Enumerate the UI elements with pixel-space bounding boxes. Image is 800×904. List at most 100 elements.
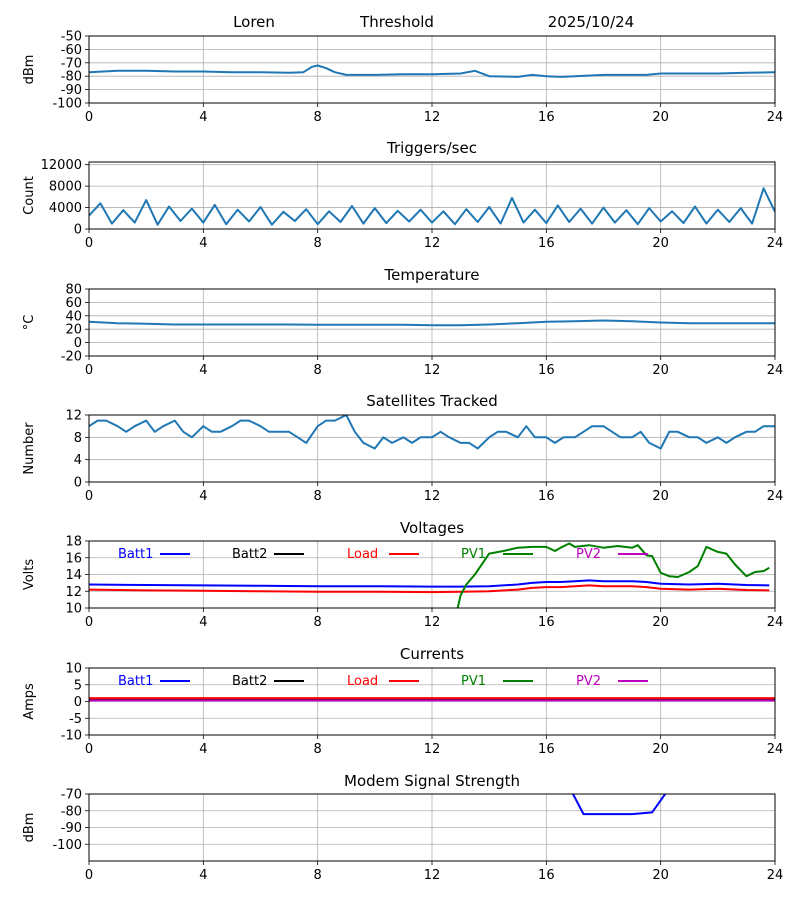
axes-frame	[88, 35, 776, 104]
chart-panel-3: 0 4 8 12 16 20 24 0 4 8 12 Satellites Tracked Number	[22, 392, 783, 504]
x-tick-label: 20	[652, 742, 669, 757]
x-tick-label: 12	[424, 615, 441, 630]
y-tick-label: -60	[61, 43, 82, 58]
x-tick-label: 12	[424, 868, 441, 883]
x-tick-label: 0	[85, 868, 93, 883]
y-tick-label: -100	[52, 838, 82, 853]
x-tick-label: 16	[538, 489, 555, 504]
series-line-triggers	[89, 187, 775, 226]
y-tick-label: 40	[65, 309, 82, 324]
y-tick-label: 14	[65, 568, 82, 583]
y-tick-label: 10	[65, 602, 82, 617]
x-tick-label: 24	[767, 363, 784, 378]
axes-frame	[88, 667, 776, 736]
y-tick-label: -20	[61, 350, 82, 365]
legend-label: PV2	[576, 547, 601, 562]
x-tick-label: 0	[85, 236, 93, 251]
chart-title: Triggers/sec	[386, 139, 477, 157]
y-tick-label: -10	[61, 729, 82, 744]
axes-frame	[88, 540, 776, 609]
y-tick-label: 16	[65, 551, 82, 566]
y-tick-label: 10	[65, 662, 82, 677]
y-tick-label: -90	[61, 821, 82, 836]
chart-title: Temperature	[383, 266, 479, 284]
x-tick-label: 20	[652, 489, 669, 504]
chart-title: Modem Signal Strength	[344, 772, 520, 790]
x-tick-label: 24	[767, 110, 784, 125]
y-tick-label: -70	[61, 56, 82, 71]
header-mode: Threshold	[359, 13, 434, 31]
series-line-modem	[571, 794, 667, 816]
axes-frame	[88, 793, 776, 862]
x-tick-label: 12	[424, 363, 441, 378]
series-line-satellites	[89, 415, 775, 450]
legend-label: Batt1	[118, 674, 153, 689]
x-tick-label: 0	[85, 615, 93, 630]
x-tick-label: 4	[199, 615, 207, 630]
x-tick-label: 8	[314, 110, 322, 125]
x-tick-label: 8	[314, 742, 322, 757]
x-tick-label: 4	[199, 363, 207, 378]
y-tick-label: 20	[65, 323, 82, 338]
x-tick-label: 24	[767, 742, 784, 757]
y-tick-label: 80	[65, 283, 82, 298]
series-line-batt1	[89, 579, 770, 588]
series-line-temperature	[89, 319, 775, 327]
x-tick-label: 0	[85, 489, 93, 504]
y-axis-label: Count	[22, 176, 37, 215]
x-tick-label: 0	[85, 742, 93, 757]
chart-title: Satellites Tracked	[366, 392, 497, 410]
x-tick-label: 24	[767, 868, 784, 883]
axes-frame	[88, 414, 776, 483]
y-axis-label: dBm	[22, 55, 37, 85]
y-tick-label: 12000	[41, 158, 82, 173]
series-line-pv1	[456, 542, 770, 608]
x-tick-label: 12	[424, 489, 441, 504]
x-tick-label: 16	[538, 742, 555, 757]
chart-panel-6: 0 4 8 12 16 20 24 -100 -90 -80-70 Modem Signal Str…	[22, 772, 783, 883]
legend-label: PV2	[576, 674, 601, 689]
y-tick-label: 0	[74, 476, 82, 491]
y-axis-label: dBm	[22, 813, 37, 843]
y-tick-label: 8	[74, 431, 82, 446]
y-tick-label: 0	[74, 695, 82, 710]
y-tick-label: 0	[74, 336, 82, 351]
x-tick-label: 24	[767, 615, 784, 630]
x-tick-label: 12	[424, 742, 441, 757]
legend-label: Batt2	[232, 674, 267, 689]
series-line-threshold	[89, 64, 775, 78]
x-tick-label: 12	[424, 110, 441, 125]
y-tick-label: -90	[61, 83, 82, 98]
header-date: 2025/10/24	[548, 13, 634, 31]
y-tick-label: -50	[61, 30, 82, 45]
x-tick-label: 20	[652, 110, 669, 125]
x-tick-label: 16	[538, 615, 555, 630]
legend-label: Batt2	[232, 547, 267, 562]
y-axis-label: Volts	[22, 559, 37, 591]
x-tick-label: 8	[314, 615, 322, 630]
legend-label: Load	[347, 674, 378, 689]
x-tick-label: 0	[85, 110, 93, 125]
axes-frame	[88, 288, 776, 357]
y-tick-label: 5	[74, 678, 82, 693]
series-line-load	[89, 584, 770, 594]
x-tick-label: 0	[85, 363, 93, 378]
legend-label: Load	[347, 547, 378, 562]
x-tick-label: 24	[767, 236, 784, 251]
chart-panel-1: 0 4 8 12 16 20 24 0 4000 8000 12000 Triggers/sec Cou…	[22, 139, 783, 251]
y-axis-label: Amps	[22, 683, 37, 720]
y-tick-label: 12	[65, 409, 82, 424]
y-tick-label: 8000	[49, 180, 82, 195]
y-tick-label: 0	[74, 223, 82, 238]
x-tick-label: 8	[314, 236, 322, 251]
header-station: Loren	[233, 13, 275, 31]
y-tick-label: 4000	[49, 201, 82, 216]
y-tick-label: 12	[65, 585, 82, 600]
axes-frame	[88, 161, 776, 230]
y-tick-label: -5	[69, 712, 82, 727]
